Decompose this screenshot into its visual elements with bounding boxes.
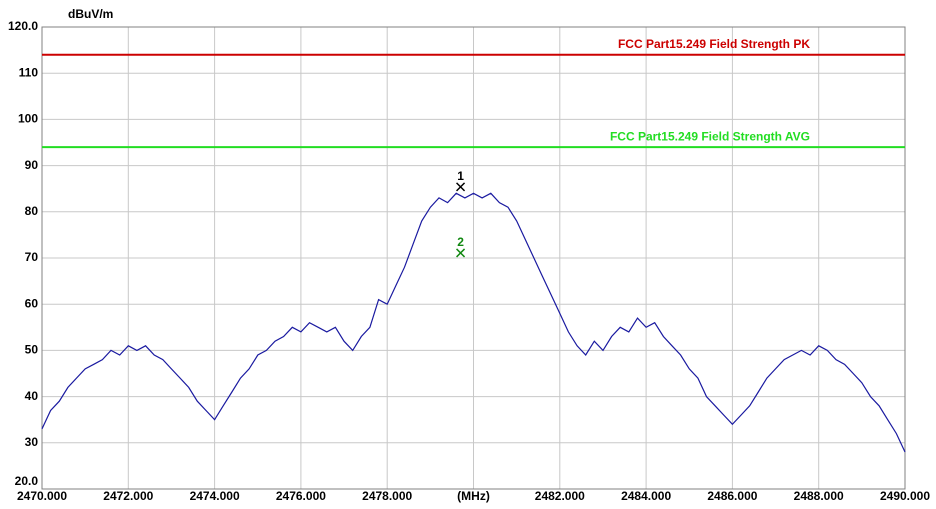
x-tick-label: 2478.000 <box>362 489 412 503</box>
y-tick-label: 70 <box>25 250 39 264</box>
x-tick-label: 2488.000 <box>794 489 844 503</box>
y-tick-label: 90 <box>25 158 39 172</box>
trace <box>41 192 906 453</box>
marker <box>456 248 466 258</box>
x-tick-label: 2484.000 <box>621 489 671 503</box>
y-tick-label: 60 <box>25 296 39 310</box>
y-axis-label: dBuV/m <box>68 7 113 21</box>
y-tick-label: 40 <box>25 389 39 403</box>
y-tick-label: 30 <box>25 435 39 449</box>
y-tick-label: 120.0 <box>8 19 38 33</box>
y-tick-label: 100 <box>18 112 38 126</box>
marker-label: 2 <box>457 235 464 249</box>
x-tick-label: 2476.000 <box>276 489 326 503</box>
y-tick-label: 110 <box>19 65 39 79</box>
limit-label: FCC Part15.249 Field Strength PK <box>618 37 810 51</box>
y-tick-label: 80 <box>25 204 39 218</box>
x-tick-label: (MHz) <box>457 489 490 503</box>
y-tick-label: 20.0 <box>15 474 39 488</box>
x-tick-label: 2490.000 <box>880 489 930 503</box>
x-tick-label: 2486.000 <box>707 489 757 503</box>
x-tick-label: 2482.000 <box>535 489 585 503</box>
x-tick-label: 2474.000 <box>190 489 240 503</box>
marker-label: 1 <box>457 169 464 183</box>
plot-border <box>41 26 906 490</box>
limit-label: FCC Part15.249 Field Strength AVG <box>610 129 810 143</box>
x-tick-label: 2470.000 <box>17 489 67 503</box>
x-tick-label: 2472.000 <box>103 489 153 503</box>
marker <box>456 182 466 192</box>
y-tick-label: 50 <box>25 343 39 357</box>
